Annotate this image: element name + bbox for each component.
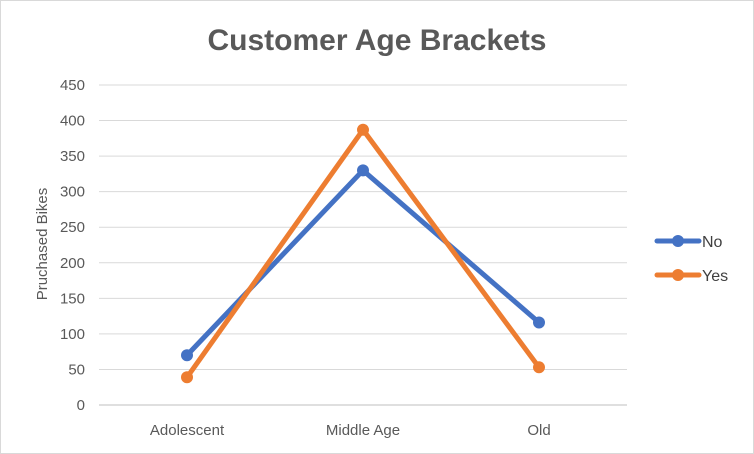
y-tick-label: 50 bbox=[68, 361, 85, 378]
x-tick-label: Adolescent bbox=[150, 422, 225, 439]
x-tick-label: Middle Age bbox=[326, 422, 400, 439]
data-point-yes bbox=[357, 123, 369, 136]
data-point-no bbox=[357, 164, 369, 177]
legend-item-no: No bbox=[654, 234, 723, 251]
data-point-yes bbox=[181, 371, 193, 384]
data-point-no bbox=[181, 349, 193, 362]
y-tick-label: 400 bbox=[60, 113, 85, 130]
y-tick-label: 350 bbox=[60, 148, 85, 165]
legend-marker bbox=[672, 269, 684, 281]
y-tick-label: 150 bbox=[60, 290, 85, 307]
legend-item-yes: Yes bbox=[654, 268, 728, 285]
y-tick-label: 100 bbox=[60, 326, 85, 343]
gridlines bbox=[99, 84, 627, 406]
y-tick-label: 200 bbox=[60, 255, 85, 272]
y-axis-ticks: 0 50 100 150 200 250 300 350 400 450 bbox=[60, 77, 85, 414]
legend-label: Yes bbox=[702, 268, 728, 285]
series-lines bbox=[181, 123, 545, 384]
x-tick-label: Old bbox=[527, 422, 550, 439]
series-yes bbox=[181, 123, 545, 384]
chart-title: Customer Age Brackets bbox=[207, 24, 546, 57]
legend-marker bbox=[672, 235, 684, 247]
y-tick-label: 250 bbox=[60, 219, 85, 236]
y-tick-label: 300 bbox=[60, 184, 85, 201]
data-point-yes bbox=[533, 361, 545, 374]
y-tick-label: 450 bbox=[60, 77, 85, 94]
y-tick-label: 0 bbox=[77, 397, 85, 414]
legend-label: No bbox=[702, 234, 723, 251]
y-axis-label: Pruchased Bikes bbox=[34, 188, 51, 301]
legend: No Yes bbox=[654, 234, 728, 285]
data-point-no bbox=[533, 316, 545, 329]
x-axis-ticks: Adolescent Middle Age Old bbox=[150, 422, 551, 439]
